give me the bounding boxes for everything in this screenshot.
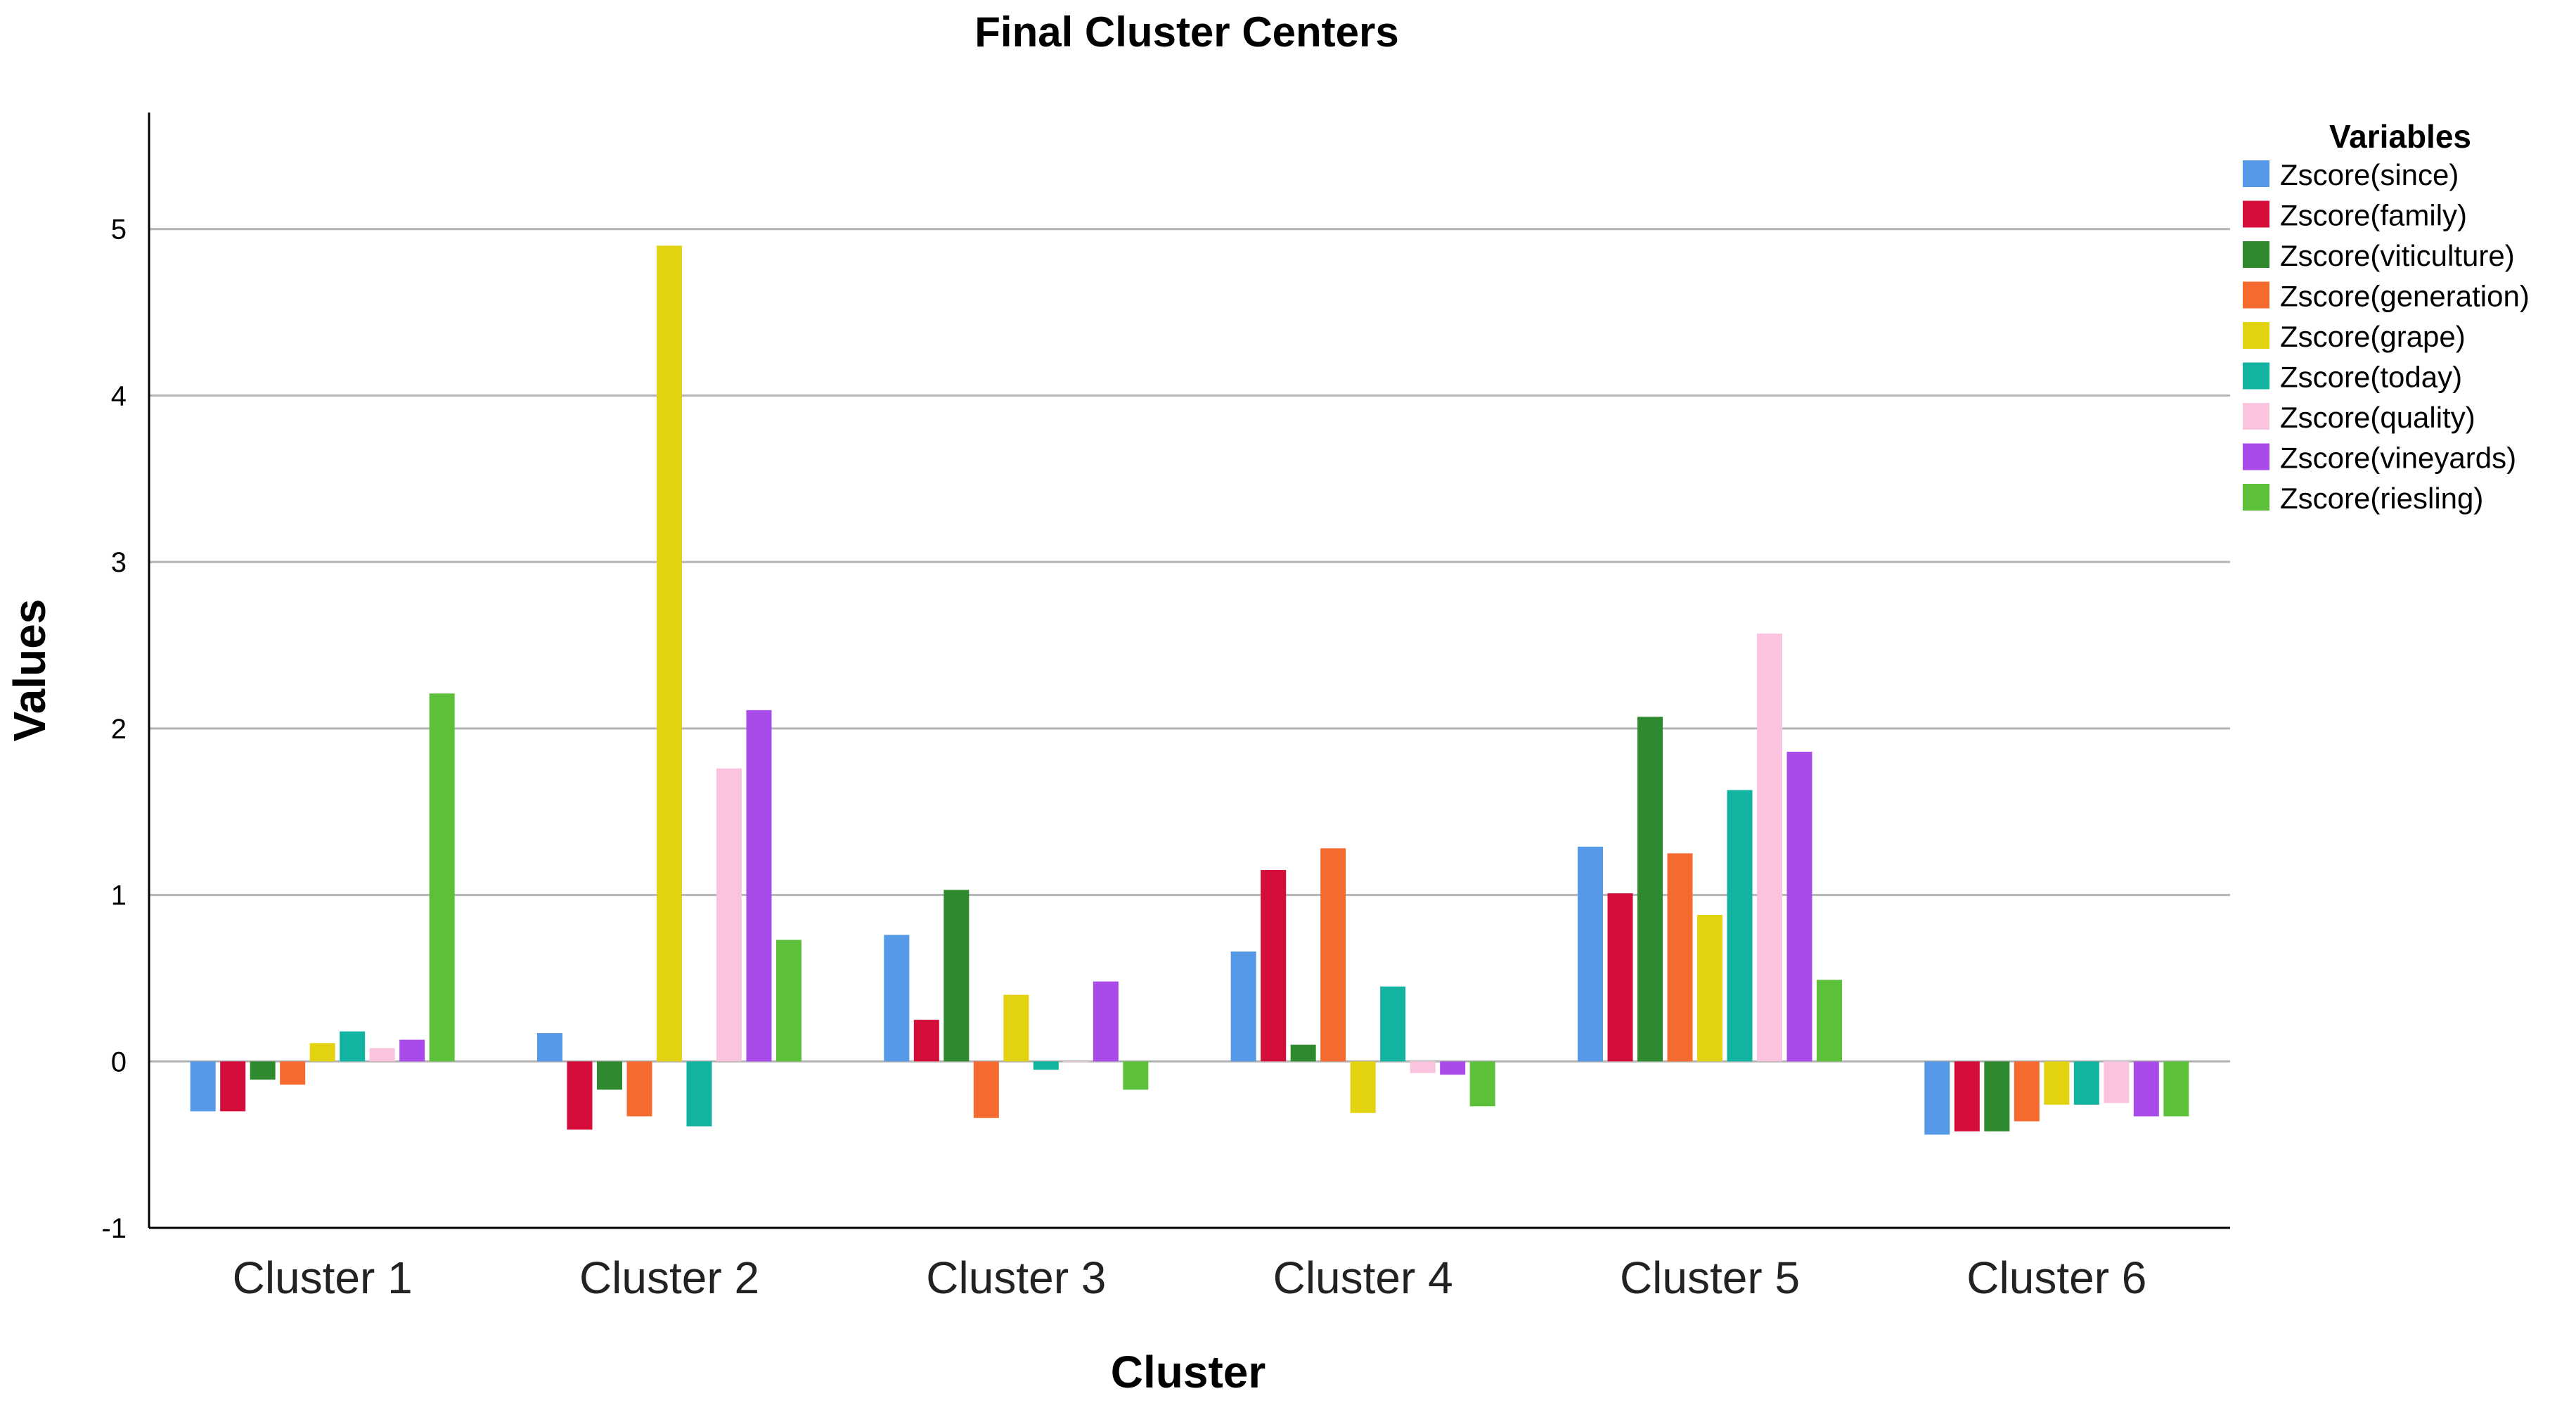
y-tick-label: 2 [111, 714, 127, 745]
bar [746, 710, 772, 1062]
legend-label: Zscore(today) [2280, 361, 2462, 394]
bar [537, 1033, 562, 1062]
legend-label: Zscore(generation) [2280, 280, 2530, 313]
x-tick-label: Cluster 6 [1966, 1252, 2146, 1303]
bar [1954, 1061, 1980, 1132]
legend-swatch [2243, 241, 2269, 268]
x-tick-label: Cluster 3 [926, 1252, 1106, 1303]
y-tick-label: 4 [111, 380, 127, 411]
legend-swatch [2243, 362, 2269, 390]
bar [1320, 848, 1346, 1062]
legend-label: Zscore(since) [2280, 158, 2459, 191]
legend-label: Zscore(vineyards) [2280, 442, 2516, 475]
bar [1817, 980, 1842, 1062]
bar [1380, 986, 1406, 1062]
bar [716, 768, 742, 1062]
y-tick-labels: -1 0 1 2 3 4 5 [101, 214, 127, 1244]
legend: Variables Zscore(since) Zscore(family) Zsc… [2243, 118, 2530, 515]
legend-swatch [2243, 160, 2269, 187]
bar [686, 1061, 712, 1127]
bar [1697, 914, 1722, 1062]
y-tick-label: 0 [111, 1046, 127, 1077]
bar [944, 890, 970, 1062]
y-tick-label: 3 [111, 547, 127, 578]
legend-swatch [2243, 200, 2269, 228]
y-tick-label: -1 [101, 1213, 127, 1244]
legend-swatch [2243, 484, 2269, 511]
x-axis-title: Cluster [1111, 1347, 1266, 1397]
axes [148, 113, 2230, 1229]
legend-swatch [2243, 403, 2269, 430]
bar [280, 1061, 306, 1085]
bar [626, 1061, 652, 1117]
x-tick-label: Cluster 1 [233, 1252, 413, 1303]
bar [567, 1061, 593, 1130]
bar [1757, 633, 1782, 1062]
legend-label: Zscore(viticulture) [2280, 239, 2515, 272]
bar [913, 1020, 939, 1062]
bar [1984, 1061, 2010, 1132]
bar [2044, 1061, 2070, 1105]
bar [1290, 1044, 1316, 1062]
bar [657, 245, 682, 1062]
bar [2073, 1061, 2099, 1105]
x-tick-label: Cluster 4 [1273, 1252, 1453, 1303]
legend-label: Zscore(quality) [2280, 401, 2475, 434]
y-tick-label: 1 [111, 880, 127, 911]
bar [1261, 870, 1287, 1062]
legend-swatch [2243, 322, 2269, 349]
bar [429, 693, 455, 1062]
bar [1410, 1061, 1436, 1073]
bar [2014, 1061, 2040, 1122]
bar [1230, 951, 1256, 1062]
x-tick-label: Cluster 5 [1620, 1252, 1800, 1303]
bar [1578, 846, 1603, 1062]
bar [220, 1061, 246, 1112]
bar [884, 935, 910, 1062]
bar [1924, 1061, 1950, 1135]
x-tick-labels: Cluster 1 Cluster 2 Cluster 3 Cluster 4 Clus… [233, 1252, 2147, 1303]
legend-label: Zscore(grape) [2280, 320, 2466, 353]
y-axis-title: Values [4, 599, 55, 742]
bar [776, 940, 801, 1062]
x-tick-label: Cluster 2 [579, 1252, 759, 1303]
bar [1063, 1061, 1089, 1063]
bar [190, 1061, 216, 1112]
bar [597, 1061, 622, 1090]
bar [1637, 717, 1663, 1062]
bar [1033, 1061, 1059, 1070]
bar [250, 1061, 276, 1080]
bar [2104, 1061, 2130, 1103]
bar [399, 1039, 425, 1062]
bar [1469, 1061, 1495, 1107]
bar [1786, 751, 1812, 1062]
bar [2163, 1061, 2189, 1117]
bar [1003, 994, 1029, 1062]
y-tick-label: 5 [111, 214, 127, 245]
bar [1607, 893, 1633, 1062]
bar [1727, 790, 1753, 1062]
legend-label: Zscore(family) [2280, 199, 2467, 232]
legend-swatch [2243, 281, 2269, 309]
bar [309, 1043, 335, 1062]
bar [369, 1048, 395, 1062]
bar [1093, 981, 1119, 1062]
bar [2133, 1061, 2159, 1117]
legend-label: Zscore(riesling) [2280, 482, 2483, 515]
gridlines [149, 228, 2230, 1063]
bar [340, 1031, 366, 1062]
bars [190, 245, 2189, 1135]
bar [1350, 1061, 1376, 1113]
bar [1667, 853, 1693, 1062]
bar [1440, 1061, 1466, 1075]
bar [1123, 1061, 1149, 1090]
bar [973, 1061, 999, 1118]
legend-title: Variables [2329, 118, 2471, 155]
legend-swatch [2243, 443, 2269, 470]
chart-title: Final Cluster Centers [974, 8, 1399, 56]
